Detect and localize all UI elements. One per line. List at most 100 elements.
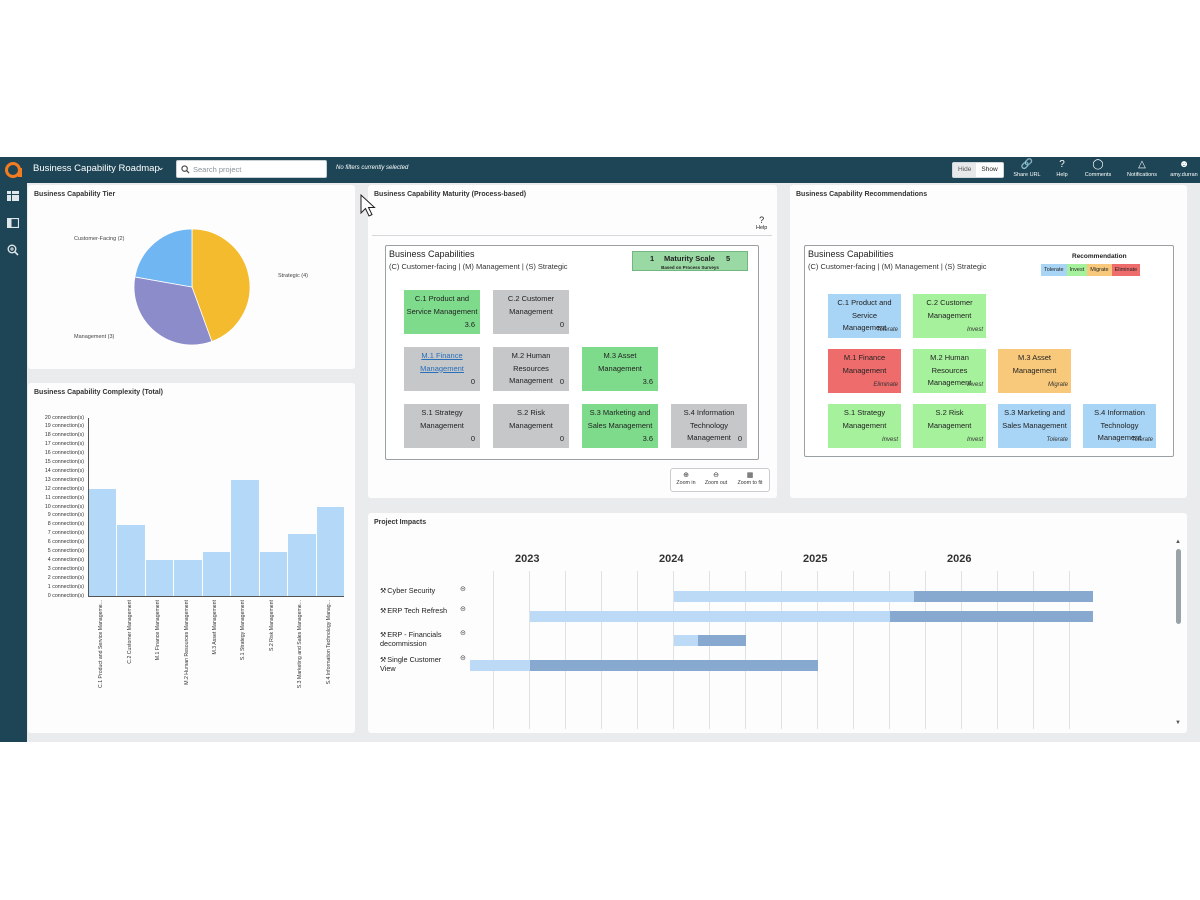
complexity-bar[interactable] bbox=[288, 533, 316, 596]
maturity-score: 0 bbox=[559, 319, 564, 329]
recommendation-panel: Business Capability Recommendations Busi… bbox=[790, 185, 1187, 498]
gantt-bar-active[interactable] bbox=[890, 611, 1093, 622]
y-tick-label: 18 connection(s) bbox=[44, 432, 84, 439]
gantt-bar-active[interactable] bbox=[914, 591, 1093, 602]
hide-show-toggle[interactable]: Hide Show bbox=[952, 162, 1004, 178]
maturity-score: 3.6 bbox=[642, 433, 653, 443]
gantt-year-label: 2023 bbox=[515, 553, 540, 565]
maturity-score: 0 bbox=[470, 433, 475, 443]
pie-slice-0[interactable] bbox=[191, 228, 251, 343]
maturity-capability-0[interactable]: C.1 Product and Service Management 3.6 bbox=[404, 290, 480, 334]
maturity-capability-6[interactable]: S.2 Risk Management 0 bbox=[493, 404, 569, 448]
complexity-bar[interactable] bbox=[202, 551, 231, 596]
capability-name: M.2 Human Resources Management bbox=[509, 351, 553, 385]
app-logo[interactable] bbox=[0, 157, 26, 183]
notifications-button[interactable]: △ Notifications bbox=[1123, 159, 1161, 178]
recommendation-capability-7[interactable]: S.3 Marketing and Sales Management Tolera… bbox=[998, 404, 1071, 448]
gantt-bar-active[interactable] bbox=[530, 660, 818, 671]
recommendation-capability-5[interactable]: S.1 Strategy Management Invest bbox=[828, 404, 901, 448]
project-icon: ⚒ bbox=[380, 588, 387, 595]
capability-name: S.4 Information Technology Management bbox=[1094, 408, 1145, 442]
recommendation-capability-3[interactable]: M.2 Human Resources Management Invest bbox=[913, 349, 986, 393]
recommendation-tag: Invest bbox=[881, 436, 898, 443]
complexity-bar[interactable] bbox=[231, 480, 259, 596]
maturity-help-button[interactable]: ? Help bbox=[756, 215, 768, 231]
maturity-capability-1[interactable]: C.2 Customer Management 0 bbox=[493, 290, 569, 334]
maturity-capability-5[interactable]: S.1 Strategy Management 0 bbox=[404, 404, 480, 448]
scroll-down-icon[interactable]: ▼ bbox=[1175, 720, 1181, 726]
y-tick-label: 20 connection(s) bbox=[44, 414, 84, 421]
gantt-bar-planned[interactable] bbox=[674, 635, 698, 646]
project-row-label[interactable]: ⚒Cyber Security bbox=[380, 587, 450, 596]
x-tick-label: C.2 Customer Management bbox=[126, 600, 133, 664]
recommendation-capability-8[interactable]: S.4 Information Technology Management Tol… bbox=[1083, 404, 1156, 448]
maturity-capability-7[interactable]: S.3 Marketing and Sales Management 3.6 bbox=[582, 404, 658, 448]
app-title[interactable]: Business Capability Roadmap bbox=[33, 163, 160, 174]
collapse-icon[interactable]: ⊝ bbox=[460, 606, 466, 613]
gantt-bar-planned[interactable] bbox=[674, 591, 914, 602]
maturity-capability-8[interactable]: S.4 Information Technology Management 0 bbox=[671, 404, 747, 448]
complexity-bar[interactable] bbox=[145, 560, 174, 596]
zoom-in-button[interactable]: ⊕ Zoom in bbox=[671, 469, 701, 491]
hide-button[interactable]: Hide bbox=[953, 163, 977, 177]
maturity-panel: Business Capability Maturity (Process-ba… bbox=[368, 185, 777, 498]
maturity-capability-3[interactable]: M.2 Human Resources Management 0 bbox=[493, 347, 569, 391]
y-tick-label: 9 connection(s) bbox=[47, 512, 84, 519]
project-row-label[interactable]: ⚒ERP Tech Refresh bbox=[380, 607, 450, 616]
project-row-label[interactable]: ⚒ERP - Financials decommission bbox=[380, 631, 450, 648]
pie-slice-1[interactable] bbox=[133, 276, 213, 346]
panel-icon[interactable] bbox=[5, 215, 21, 231]
recommendation-capability-1[interactable]: C.2 Customer Management Invest bbox=[913, 294, 986, 338]
zoom-out-button[interactable]: ⊖ Zoom out bbox=[701, 469, 731, 491]
help-button[interactable]: ? Help bbox=[1043, 159, 1081, 178]
gantt-gridline bbox=[817, 571, 818, 729]
capability-name: S.4 Information Technology Management bbox=[683, 408, 735, 442]
gantt-gridline bbox=[781, 571, 782, 729]
recommendation-capability-4[interactable]: M.3 Asset Management Migrate bbox=[998, 349, 1071, 393]
share-url-button[interactable]: 🔗 Share URL bbox=[1008, 159, 1046, 178]
complexity-bar[interactable] bbox=[174, 560, 202, 596]
maturity-capability-frame: Business Capabilities (C) Customer-facin… bbox=[385, 245, 759, 460]
capability-name[interactable]: M.1 Finance Management bbox=[420, 351, 464, 373]
collapse-icon[interactable]: ⊝ bbox=[460, 630, 466, 637]
complexity-bar[interactable] bbox=[316, 507, 344, 596]
complexity-bar[interactable] bbox=[89, 489, 117, 596]
complexity-bar[interactable] bbox=[259, 551, 288, 596]
pie-slice-2[interactable] bbox=[134, 228, 193, 288]
dashboard-icon[interactable] bbox=[5, 188, 21, 204]
top-bar: Business Capability Roadmap ⌄ No filters… bbox=[0, 157, 1200, 183]
recommendation-capability-0[interactable]: C.1 Product and Service Management Tolera… bbox=[828, 294, 901, 338]
zoom-fit-button[interactable]: ▦ Zoom to fit bbox=[731, 469, 769, 491]
search-box[interactable] bbox=[176, 160, 327, 178]
collapse-icon[interactable]: ⊝ bbox=[460, 655, 466, 662]
project-row-label[interactable]: ⚒Single Customer View bbox=[380, 656, 450, 673]
recommendation-tag: Tolerate bbox=[1131, 436, 1153, 443]
comments-button[interactable]: ◯ Comments bbox=[1079, 159, 1117, 178]
vertical-scrollbar[interactable]: ▲ ▼ bbox=[1175, 539, 1181, 729]
gantt-bar-planned[interactable] bbox=[530, 611, 890, 622]
gantt-gridline bbox=[745, 571, 746, 729]
complexity-bar[interactable] bbox=[117, 524, 145, 596]
complexity-panel-title: Business Capability Complexity (Total) bbox=[34, 389, 164, 396]
user-menu-button[interactable]: ☻ amy.durran bbox=[1168, 159, 1200, 178]
maturity-capability-2[interactable]: M.1 Finance Management 0 bbox=[404, 347, 480, 391]
maturity-scale-legend: 1 Maturity Scale 5 Based on Process Surv… bbox=[632, 251, 748, 271]
frame-subtitle: (C) Customer-facing | (M) Management | (… bbox=[808, 262, 987, 271]
recommendation-capability-6[interactable]: S.2 Risk Management Invest bbox=[913, 404, 986, 448]
y-tick-label: 11 connection(s) bbox=[45, 494, 84, 501]
gantt-gridline bbox=[673, 571, 674, 729]
gantt-bar-active[interactable] bbox=[698, 635, 746, 646]
search-input[interactable] bbox=[193, 164, 321, 174]
chevron-down-icon[interactable]: ⌄ bbox=[157, 162, 165, 172]
collapse-icon[interactable]: ⊝ bbox=[460, 586, 466, 593]
zoom-toolbar: ⊕ Zoom in ⊖ Zoom out ▦ Zoom to fit bbox=[670, 468, 770, 492]
gantt-bar-planned[interactable] bbox=[470, 660, 530, 671]
show-button[interactable]: Show bbox=[976, 163, 1003, 177]
scroll-up-icon[interactable]: ▲ bbox=[1175, 539, 1181, 545]
scrollbar-thumb[interactable] bbox=[1176, 549, 1181, 624]
zoom-search-icon[interactable] bbox=[5, 242, 21, 258]
y-tick-label: 10 connection(s) bbox=[44, 503, 84, 510]
maturity-capability-4[interactable]: M.3 Asset Management 3.6 bbox=[582, 347, 658, 391]
gantt-gridline bbox=[637, 571, 638, 729]
recommendation-capability-2[interactable]: M.1 Finance Management Eliminate bbox=[828, 349, 901, 393]
